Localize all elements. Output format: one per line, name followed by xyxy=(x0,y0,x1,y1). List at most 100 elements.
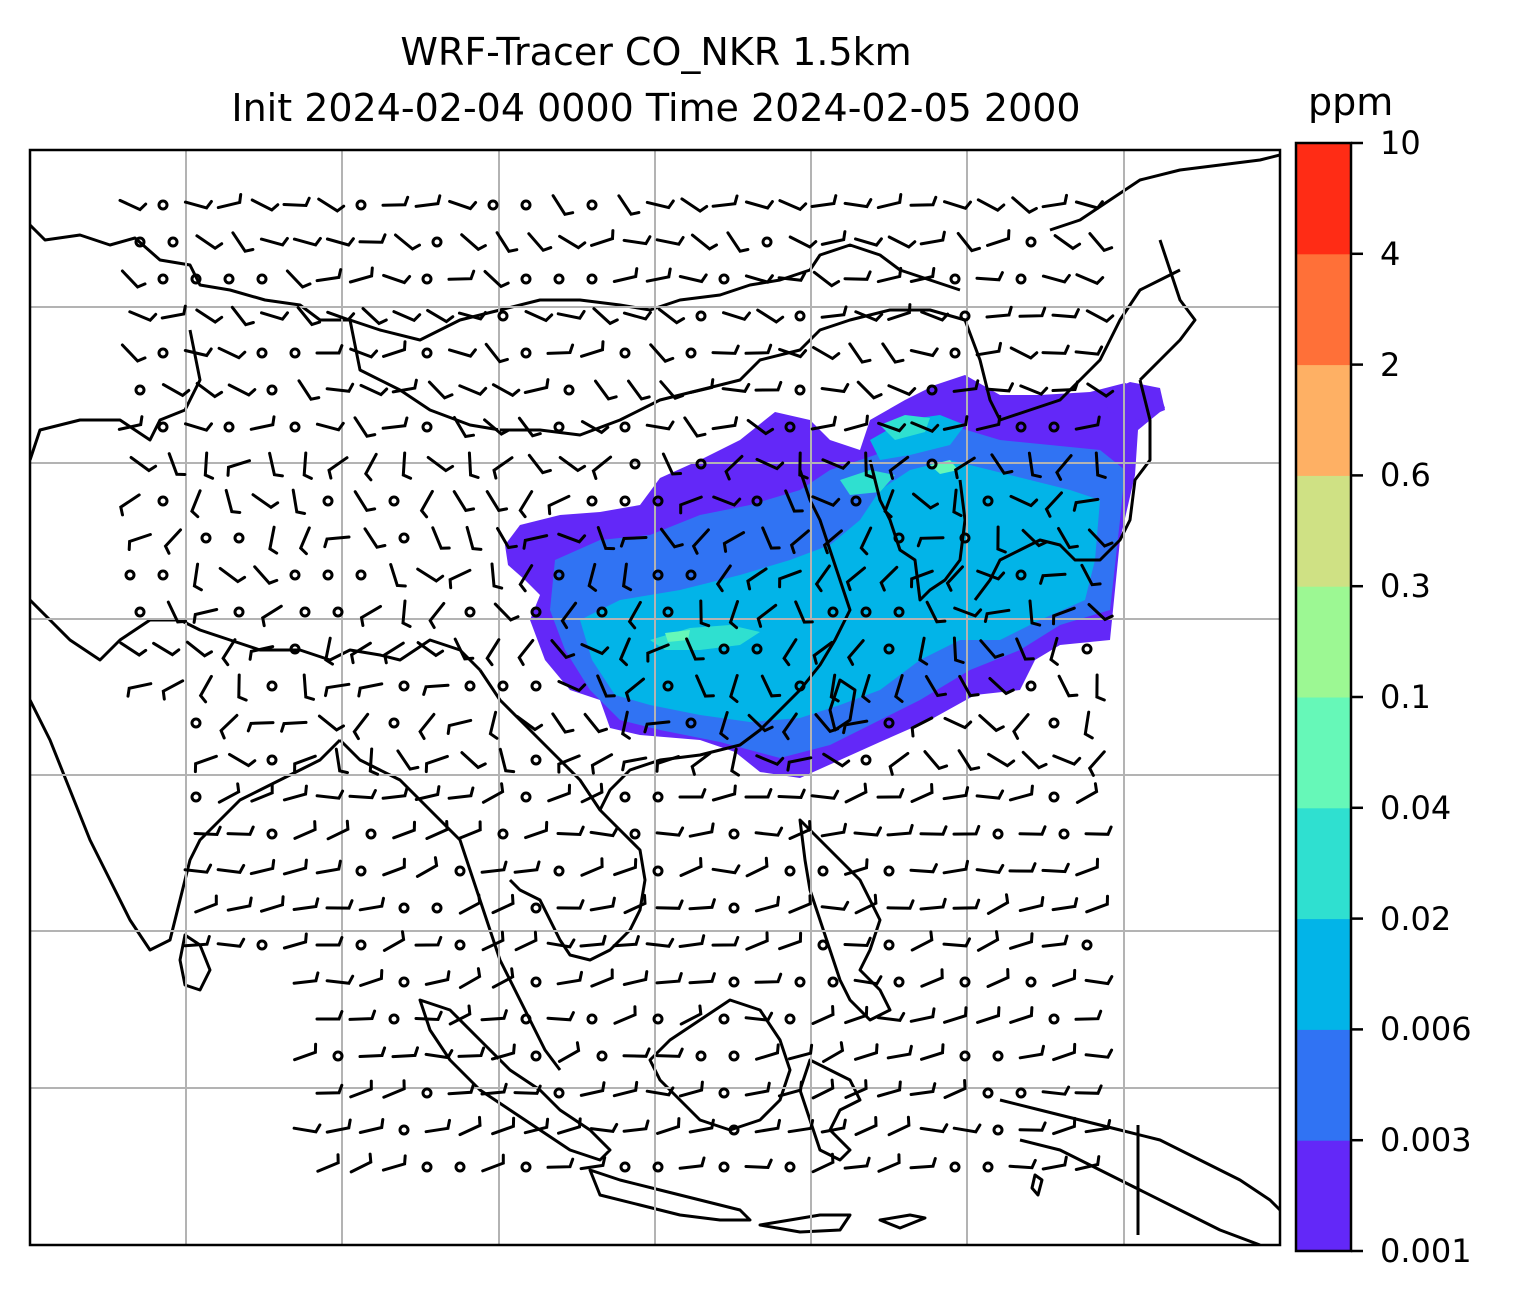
wind-barb xyxy=(448,568,472,590)
calm-wind-marker xyxy=(893,606,905,618)
calm-wind-marker xyxy=(553,421,565,433)
wind-barb xyxy=(909,1157,937,1170)
wind-barb xyxy=(425,820,449,840)
wind-barb xyxy=(490,562,504,590)
calm-wind-marker xyxy=(850,495,862,507)
calm-wind-marker xyxy=(728,902,740,914)
calm-wind-marker xyxy=(421,273,433,285)
wind-barb xyxy=(325,382,355,393)
wind-barb xyxy=(324,636,334,666)
wind-barb xyxy=(327,456,349,480)
wind-barb xyxy=(1084,825,1113,836)
calm-wind-marker xyxy=(157,569,169,581)
calm-wind-marker xyxy=(124,569,136,581)
calm-wind-marker xyxy=(1058,828,1070,840)
wind-barb xyxy=(315,344,344,355)
calm-wind-marker xyxy=(817,939,829,951)
wind-barb xyxy=(754,1118,781,1134)
wind-barb xyxy=(249,415,276,431)
calm-wind-marker xyxy=(794,680,806,692)
wind-barb xyxy=(282,932,308,950)
calm-wind-marker xyxy=(586,1013,598,1025)
wind-barb xyxy=(711,864,741,875)
wind-barb xyxy=(447,786,475,800)
wind-barb xyxy=(128,310,158,322)
calm-wind-marker xyxy=(167,236,179,248)
wind-barb xyxy=(547,783,571,803)
calm-wind-marker xyxy=(398,976,410,988)
wind-barb xyxy=(203,451,215,480)
colorbar-segment xyxy=(1296,1029,1351,1141)
calm-wind-marker xyxy=(652,1013,664,1025)
wind-barb xyxy=(315,1010,344,1021)
wind-barb xyxy=(788,235,818,249)
wind-barb xyxy=(1018,1044,1045,1060)
wind-barb xyxy=(428,601,446,629)
wind-barb xyxy=(655,236,685,246)
wind-barb xyxy=(358,1046,387,1058)
wind-barb xyxy=(589,1122,619,1134)
wind-barb xyxy=(942,786,970,801)
wind-barb xyxy=(359,969,384,987)
wind-barb xyxy=(728,600,739,630)
wind-barb xyxy=(163,528,182,555)
wind-barb xyxy=(690,751,712,776)
wind-barb xyxy=(457,311,487,321)
wind-barb xyxy=(645,199,675,210)
colorbar-tick-label: 0.1 xyxy=(1380,678,1431,716)
calm-wind-marker xyxy=(784,865,796,877)
calm-wind-marker xyxy=(695,458,707,470)
wind-barb xyxy=(778,347,808,359)
wind-barb xyxy=(685,637,705,661)
wind-barb xyxy=(119,493,141,517)
calm-wind-marker xyxy=(454,865,466,877)
calm-wind-marker xyxy=(388,1013,400,1025)
tracer-level-0.02c xyxy=(840,470,895,495)
wind-barb xyxy=(1019,384,1049,396)
wind-barb xyxy=(942,937,971,948)
wind-barb xyxy=(1049,636,1059,666)
wind-barb xyxy=(167,452,187,476)
calm-wind-marker xyxy=(1015,421,1027,433)
wind-barb xyxy=(590,968,614,988)
wind-barb xyxy=(217,346,247,360)
wind-barb xyxy=(1052,968,1077,988)
wind-barb xyxy=(1088,232,1114,253)
wind-barb xyxy=(683,416,707,438)
wind-barb xyxy=(491,383,521,398)
wind-barb xyxy=(315,421,345,432)
wind-barb xyxy=(756,603,778,628)
wind-barb xyxy=(216,863,246,875)
wind-barb xyxy=(250,198,280,212)
wind-barb xyxy=(990,453,1014,475)
calm-wind-marker xyxy=(520,1013,532,1025)
wind-barb xyxy=(589,896,616,912)
wind-barb xyxy=(712,495,742,507)
wind-barb xyxy=(975,271,1004,282)
calm-wind-marker xyxy=(157,273,169,285)
wind-barb xyxy=(952,636,965,664)
wind-barb xyxy=(624,677,645,702)
calm-wind-marker xyxy=(134,384,146,396)
wind-barb xyxy=(349,1079,373,1099)
wind-barb xyxy=(382,340,407,358)
wind-barb xyxy=(315,268,343,283)
wind-barb xyxy=(260,311,289,321)
wind-barb xyxy=(491,893,515,915)
wind-barb xyxy=(484,342,509,364)
wind-barb xyxy=(1009,1006,1034,1024)
calm-wind-marker xyxy=(629,828,641,840)
wind-barb xyxy=(942,415,969,431)
wind-barb xyxy=(1074,1009,1103,1021)
colorbar-segment xyxy=(1296,253,1351,366)
wind-barb xyxy=(184,422,213,432)
colorbar-tick-label: 0.6 xyxy=(1380,456,1431,495)
wind-barb xyxy=(876,1080,902,1098)
calm-wind-marker xyxy=(959,976,971,988)
wind-barb xyxy=(1083,710,1094,740)
wind-barb xyxy=(888,751,910,776)
calm-wind-marker xyxy=(662,606,674,618)
wind-barb xyxy=(298,526,311,556)
calm-wind-marker xyxy=(926,458,938,470)
wind-barb xyxy=(452,416,475,439)
